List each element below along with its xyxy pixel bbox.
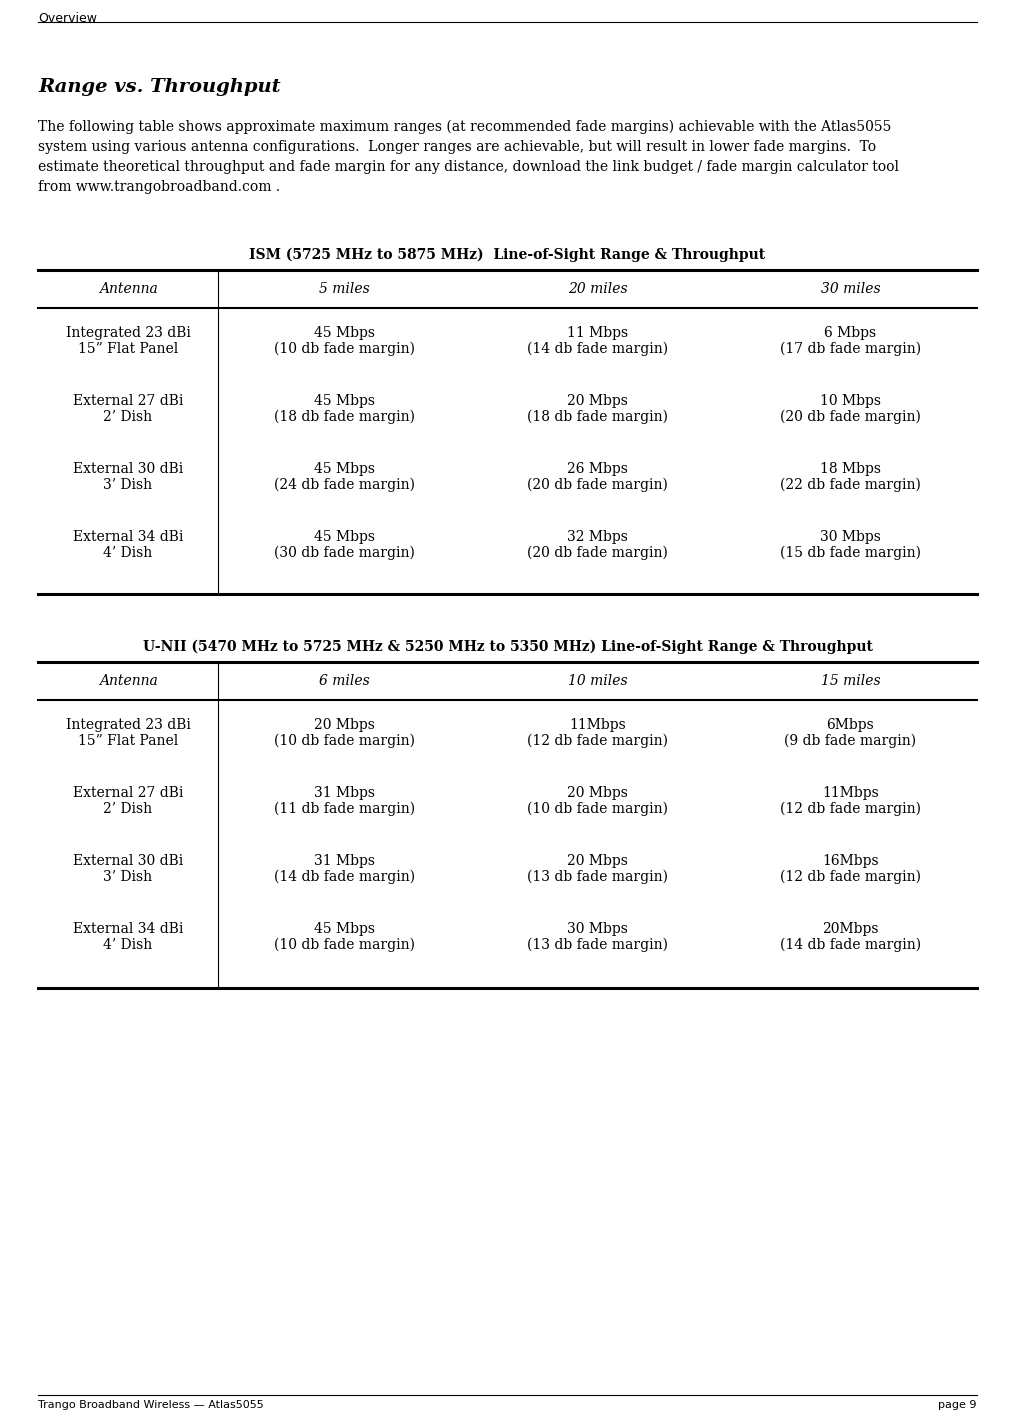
Text: (12 db fade margin): (12 db fade margin) (780, 802, 921, 816)
Text: 26 Mbps: 26 Mbps (567, 462, 628, 476)
Text: system using various antenna configurations.  Longer ranges are achievable, but : system using various antenna configurati… (38, 140, 876, 154)
Text: External 34 dBi: External 34 dBi (73, 530, 183, 544)
Text: (12 db fade margin): (12 db fade margin) (527, 734, 668, 748)
Text: External 27 dBi: External 27 dBi (73, 786, 183, 801)
Text: 6Mbps: 6Mbps (826, 718, 874, 733)
Text: (10 db fade margin): (10 db fade margin) (274, 938, 415, 952)
Text: Trango Broadband Wireless — Atlas5055: Trango Broadband Wireless — Atlas5055 (38, 1400, 264, 1410)
Text: 30 miles: 30 miles (821, 282, 880, 296)
Text: (10 db fade margin): (10 db fade margin) (274, 734, 415, 748)
Text: 20 Mbps: 20 Mbps (567, 786, 628, 801)
Text: 18 Mbps: 18 Mbps (820, 462, 881, 476)
Text: 20 Mbps: 20 Mbps (567, 854, 628, 869)
Text: 2’ Dish: 2’ Dish (104, 410, 152, 424)
Text: 45 Mbps: 45 Mbps (314, 462, 375, 476)
Text: 45 Mbps: 45 Mbps (314, 394, 375, 408)
Text: The following table shows approximate maximum ranges (at recommended fade margin: The following table shows approximate ma… (38, 120, 891, 135)
Text: 31 Mbps: 31 Mbps (314, 854, 375, 869)
Text: 5 miles: 5 miles (319, 282, 369, 296)
Text: 15” Flat Panel: 15” Flat Panel (78, 734, 178, 748)
Text: 11Mbps: 11Mbps (569, 718, 626, 733)
Text: 10 miles: 10 miles (567, 674, 627, 689)
Text: 3’ Dish: 3’ Dish (104, 870, 152, 884)
Text: Antenna: Antenna (98, 282, 157, 296)
Text: (13 db fade margin): (13 db fade margin) (527, 870, 668, 884)
Text: 11Mbps: 11Mbps (822, 786, 879, 801)
Text: 20 miles: 20 miles (567, 282, 627, 296)
Text: from www.trangobroadband.com .: from www.trangobroadband.com . (38, 180, 280, 194)
Text: (14 db fade margin): (14 db fade margin) (274, 870, 415, 884)
Text: 4’ Dish: 4’ Dish (104, 938, 152, 952)
Text: (30 db fade margin): (30 db fade margin) (274, 546, 415, 560)
Text: (20 db fade margin): (20 db fade margin) (781, 410, 921, 424)
Text: 30 Mbps: 30 Mbps (820, 530, 881, 544)
Text: 4’ Dish: 4’ Dish (104, 546, 152, 560)
Text: (14 db fade margin): (14 db fade margin) (527, 341, 668, 357)
Text: ISM (5725 MHz to 5875 MHz)  Line-of-Sight Range & Throughput: ISM (5725 MHz to 5875 MHz) Line-of-Sight… (250, 248, 765, 262)
Text: 30 Mbps: 30 Mbps (567, 922, 628, 937)
Text: page 9: page 9 (939, 1400, 977, 1410)
Text: 15” Flat Panel: 15” Flat Panel (78, 341, 178, 356)
Text: 20Mbps: 20Mbps (822, 922, 879, 937)
Text: Overview: Overview (38, 11, 97, 26)
Text: (10 db fade margin): (10 db fade margin) (527, 802, 668, 816)
Text: 31 Mbps: 31 Mbps (314, 786, 375, 801)
Text: 11 Mbps: 11 Mbps (567, 326, 628, 340)
Text: (15 db fade margin): (15 db fade margin) (780, 546, 921, 560)
Text: External 30 dBi: External 30 dBi (73, 462, 183, 476)
Text: 3’ Dish: 3’ Dish (104, 478, 152, 492)
Text: (14 db fade margin): (14 db fade margin) (780, 938, 921, 952)
Text: Integrated 23 dBi: Integrated 23 dBi (66, 718, 191, 733)
Text: 45 Mbps: 45 Mbps (314, 922, 375, 937)
Text: (11 db fade margin): (11 db fade margin) (274, 802, 415, 816)
Text: estimate theoretical throughput and fade margin for any distance, download the l: estimate theoretical throughput and fade… (38, 160, 899, 174)
Text: 10 Mbps: 10 Mbps (820, 394, 881, 408)
Text: 15 miles: 15 miles (821, 674, 880, 689)
Text: (22 db fade margin): (22 db fade margin) (781, 478, 921, 492)
Text: 6 miles: 6 miles (319, 674, 369, 689)
Text: (18 db fade margin): (18 db fade margin) (527, 410, 668, 424)
Text: (13 db fade margin): (13 db fade margin) (527, 938, 668, 952)
Text: (10 db fade margin): (10 db fade margin) (274, 341, 415, 357)
Text: (20 db fade margin): (20 db fade margin) (527, 478, 668, 492)
Text: (18 db fade margin): (18 db fade margin) (274, 410, 415, 424)
Text: 20 Mbps: 20 Mbps (314, 718, 375, 733)
Text: External 27 dBi: External 27 dBi (73, 394, 183, 408)
Text: (9 db fade margin): (9 db fade margin) (785, 734, 917, 748)
Text: (24 db fade margin): (24 db fade margin) (274, 478, 415, 492)
Text: U-NII (5470 MHz to 5725 MHz & 5250 MHz to 5350 MHz) Line-of-Sight Range & Throug: U-NII (5470 MHz to 5725 MHz & 5250 MHz t… (142, 640, 873, 655)
Text: External 30 dBi: External 30 dBi (73, 854, 183, 869)
Text: 6 Mbps: 6 Mbps (824, 326, 877, 340)
Text: 32 Mbps: 32 Mbps (567, 530, 628, 544)
Text: (20 db fade margin): (20 db fade margin) (527, 546, 668, 560)
Text: Antenna: Antenna (98, 674, 157, 689)
Text: Integrated 23 dBi: Integrated 23 dBi (66, 326, 191, 340)
Text: (12 db fade margin): (12 db fade margin) (780, 870, 921, 884)
Text: External 34 dBi: External 34 dBi (73, 922, 183, 937)
Text: Range vs. Throughput: Range vs. Throughput (38, 78, 280, 96)
Text: 45 Mbps: 45 Mbps (314, 530, 375, 544)
Text: 2’ Dish: 2’ Dish (104, 802, 152, 816)
Text: 45 Mbps: 45 Mbps (314, 326, 375, 340)
Text: 16Mbps: 16Mbps (822, 854, 879, 869)
Text: (17 db fade margin): (17 db fade margin) (780, 341, 921, 357)
Text: 20 Mbps: 20 Mbps (567, 394, 628, 408)
